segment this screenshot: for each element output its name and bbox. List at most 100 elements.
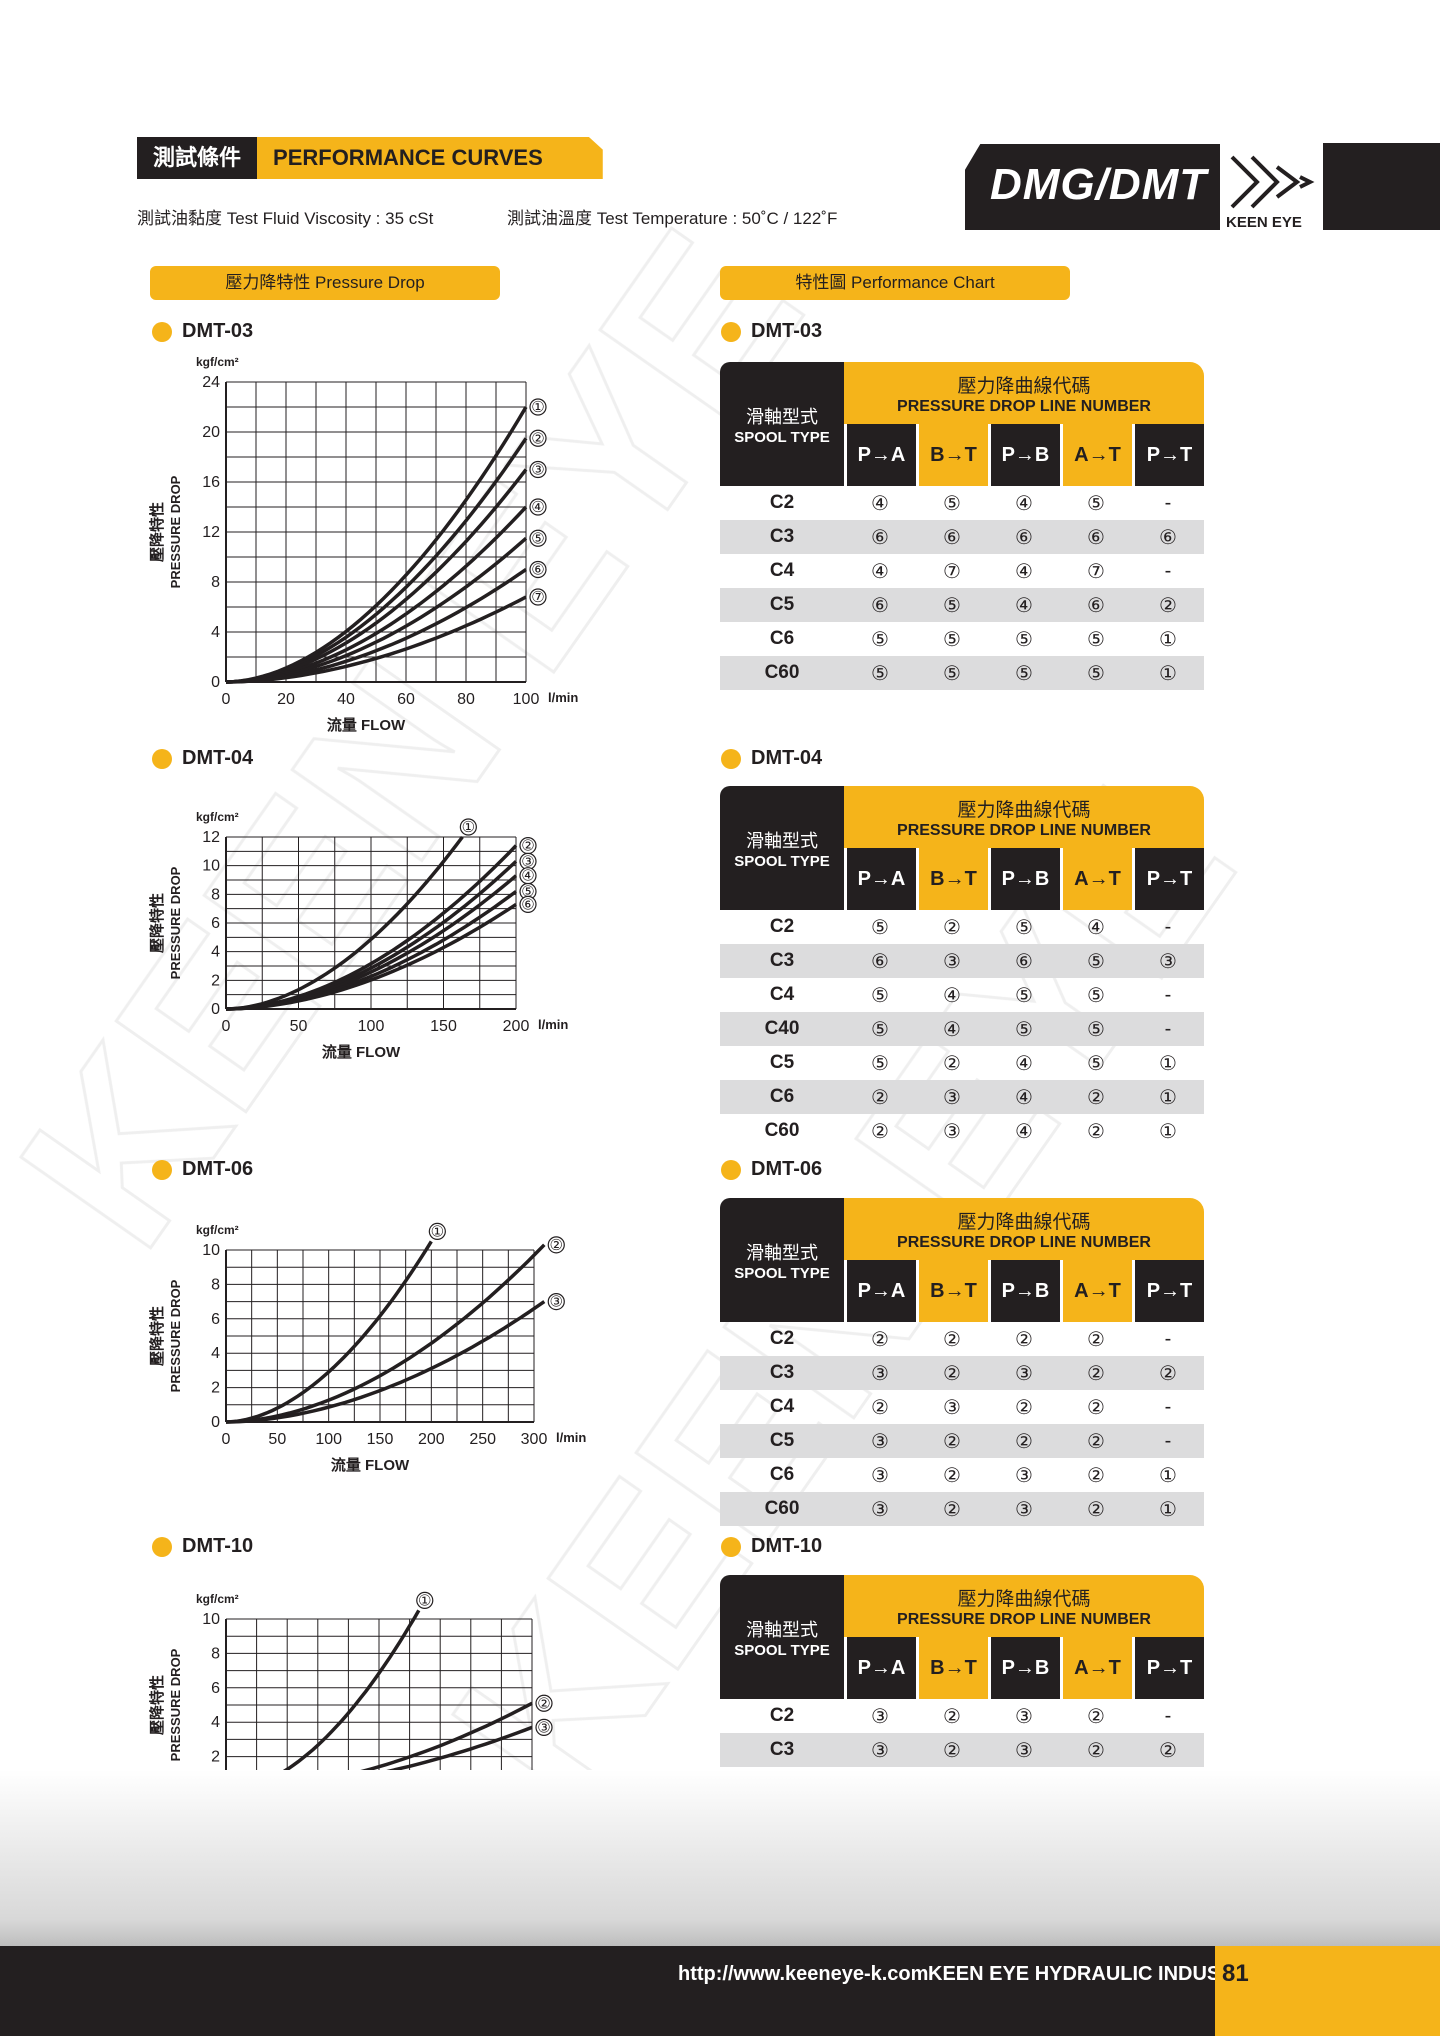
line-number-cell: ③ bbox=[1015, 1464, 1033, 1487]
y-tick-label: 8 bbox=[211, 1276, 220, 1293]
line-number-cell: ② bbox=[1087, 1086, 1105, 1109]
line-number-cell: ② bbox=[1087, 1739, 1105, 1762]
spool-type-header: 滑軸型式 SPOOL TYPE bbox=[720, 1198, 844, 1322]
line-number-cell: ⑥ bbox=[1087, 594, 1105, 617]
bullet-icon bbox=[721, 1536, 741, 1557]
series-line bbox=[225, 1300, 546, 1424]
line-number-cell: ⑤ bbox=[1087, 984, 1105, 1007]
table-row: C2 ④ ⑤ ④ ⑤ - bbox=[720, 486, 1204, 520]
line-number-cell: ③ bbox=[943, 1120, 961, 1143]
column-header: P→A bbox=[844, 1637, 916, 1699]
spool-type-header: 滑軸型式 SPOOL TYPE bbox=[720, 1575, 844, 1699]
chart-title-dmt04: DMT-04 bbox=[152, 747, 253, 770]
series-label-marker bbox=[529, 560, 547, 579]
series-label-marker bbox=[529, 498, 547, 516]
line-number-cell: ⑤ bbox=[1087, 1018, 1105, 1041]
series-label: ④ bbox=[521, 868, 534, 885]
line-number-cell: ③ bbox=[871, 1430, 889, 1453]
series-label: ② bbox=[531, 430, 544, 447]
column-header: P→A bbox=[844, 424, 916, 486]
line-number-cell: ⑥ bbox=[871, 526, 889, 549]
x-tick-label: 50 bbox=[268, 1431, 286, 1448]
bullet-icon bbox=[152, 748, 172, 769]
series-label: ⑦ bbox=[531, 589, 544, 606]
line-number-cell: ⑤ bbox=[1087, 662, 1105, 685]
series-label-marker bbox=[529, 398, 547, 416]
line-number-cell: ② bbox=[1159, 1739, 1177, 1762]
series-label: ① bbox=[418, 1592, 431, 1609]
spool-cell: C5 bbox=[769, 1052, 795, 1073]
y-tick-label: 12 bbox=[202, 524, 220, 541]
series-line bbox=[225, 1243, 546, 1424]
series-line bbox=[225, 1240, 433, 1424]
x-axis-title: 流量 FLOW bbox=[322, 1043, 401, 1061]
chart-dmt04: 0 50 100 150 200 0 2 4 6 8 10 12 l/min kgf/cm² 流量 FLOW… bbox=[148, 810, 568, 1061]
line-number-cell: - bbox=[1164, 1704, 1172, 1727]
line-number-cell: ① bbox=[1159, 628, 1177, 651]
chart-dmt03: 0 20 40 60 80 100 0 4 8 12 16 20 24 l/min kgf/cm² 流量 FL… bbox=[148, 355, 578, 734]
column-header: A→T bbox=[1060, 424, 1132, 486]
line-number-cell: ④ bbox=[1015, 594, 1033, 617]
test-temperature: 測試油溫度 Test Temperature : 50˚C / 122˚F bbox=[507, 209, 838, 228]
grid bbox=[225, 1249, 535, 1423]
chart-title-dmt03: DMT-03 bbox=[152, 320, 253, 343]
bullet-icon bbox=[152, 1159, 172, 1180]
line-number-cell: ④ bbox=[943, 1018, 961, 1041]
line-number-cell: ② bbox=[1087, 1362, 1105, 1385]
spool-cell: C5 bbox=[769, 594, 795, 615]
line-number-cell: ② bbox=[1087, 1328, 1105, 1351]
column-header: P→T bbox=[1132, 1260, 1204, 1322]
line-number-en: PRESSURE DROP LINE NUMBER bbox=[897, 1610, 1151, 1628]
spool-cell: C2 bbox=[769, 492, 795, 513]
table-row: C6 ⑤ ⑤ ⑤ ⑤ ① bbox=[720, 622, 1204, 656]
line-number-cn: 壓力降曲線代碼 bbox=[957, 1211, 1091, 1233]
table-row: C5 ⑤ ② ④ ⑤ ① bbox=[720, 1046, 1204, 1080]
line-number-cell: ② bbox=[943, 1498, 961, 1521]
line-number-cell: ⑤ bbox=[871, 984, 889, 1007]
line-number-cell: ③ bbox=[1015, 1739, 1033, 1762]
line-number-cell: ⑤ bbox=[871, 628, 889, 651]
footer-company: KEEN EYE HYDRAULIC INDUSTRIAL bbox=[928, 1963, 1280, 1985]
line-number-cell: ③ bbox=[943, 950, 961, 973]
table-row: C5 ⑥ ⑤ ④ ⑥ ② bbox=[720, 588, 1204, 622]
series-label: ③ bbox=[550, 1294, 563, 1311]
x-tick-label: 150 bbox=[367, 1431, 394, 1448]
y-tick-label: 4 bbox=[211, 944, 220, 961]
series-label: ③ bbox=[531, 462, 544, 479]
line-number-cell: ⑤ bbox=[1087, 1052, 1105, 1075]
column-header: P→B bbox=[988, 1637, 1060, 1699]
line-number-cell: ⑤ bbox=[1015, 1018, 1033, 1041]
line-number-cell: ② bbox=[1087, 1430, 1105, 1453]
line-number-cell: ③ bbox=[1015, 1498, 1033, 1521]
spool-type-en: SPOOL TYPE bbox=[734, 852, 830, 870]
line-number-cell: ④ bbox=[1015, 560, 1033, 583]
spool-type-cn: 滑軸型式 bbox=[746, 1242, 818, 1263]
line-number-cell: ⑤ bbox=[943, 492, 961, 515]
table-row: C4 ④ ⑦ ④ ⑦ - bbox=[720, 554, 1204, 588]
line-number-cn: 壓力降曲線代碼 bbox=[957, 1588, 1091, 1610]
spool-cell: C2 bbox=[769, 1705, 795, 1726]
x-unit-label: l/min bbox=[538, 1017, 568, 1032]
line-number-cell: ② bbox=[943, 1430, 961, 1453]
grid bbox=[225, 381, 527, 683]
y-tick-label: 4 bbox=[211, 1345, 220, 1362]
series-label: ① bbox=[462, 819, 475, 836]
brand-banner bbox=[965, 144, 1220, 230]
series-label: ⑥ bbox=[531, 562, 544, 579]
series-label: ② bbox=[537, 1695, 550, 1712]
series-line bbox=[225, 835, 464, 1011]
x-unit-label: l/min bbox=[548, 690, 578, 705]
table-title-dmt10: DMT-10 bbox=[721, 1535, 822, 1558]
y-tick-label: 12 bbox=[202, 829, 220, 846]
line-number-cell: ⑤ bbox=[871, 916, 889, 939]
line-number-cell: ② bbox=[1087, 1396, 1105, 1419]
line-number-cell: - bbox=[1164, 1327, 1172, 1350]
footer-url[interactable]: http://www.keeneye-k.com bbox=[678, 1963, 929, 1985]
column-header: A→T bbox=[1060, 1637, 1132, 1699]
column-header: P→A bbox=[844, 1260, 916, 1322]
column-header: B→T bbox=[916, 424, 988, 486]
x-tick-label: 40 bbox=[337, 691, 355, 708]
series-label-marker bbox=[535, 1694, 553, 1712]
y-tick-label: 0 bbox=[211, 1414, 220, 1431]
spool-cell: C5 bbox=[769, 1430, 795, 1451]
